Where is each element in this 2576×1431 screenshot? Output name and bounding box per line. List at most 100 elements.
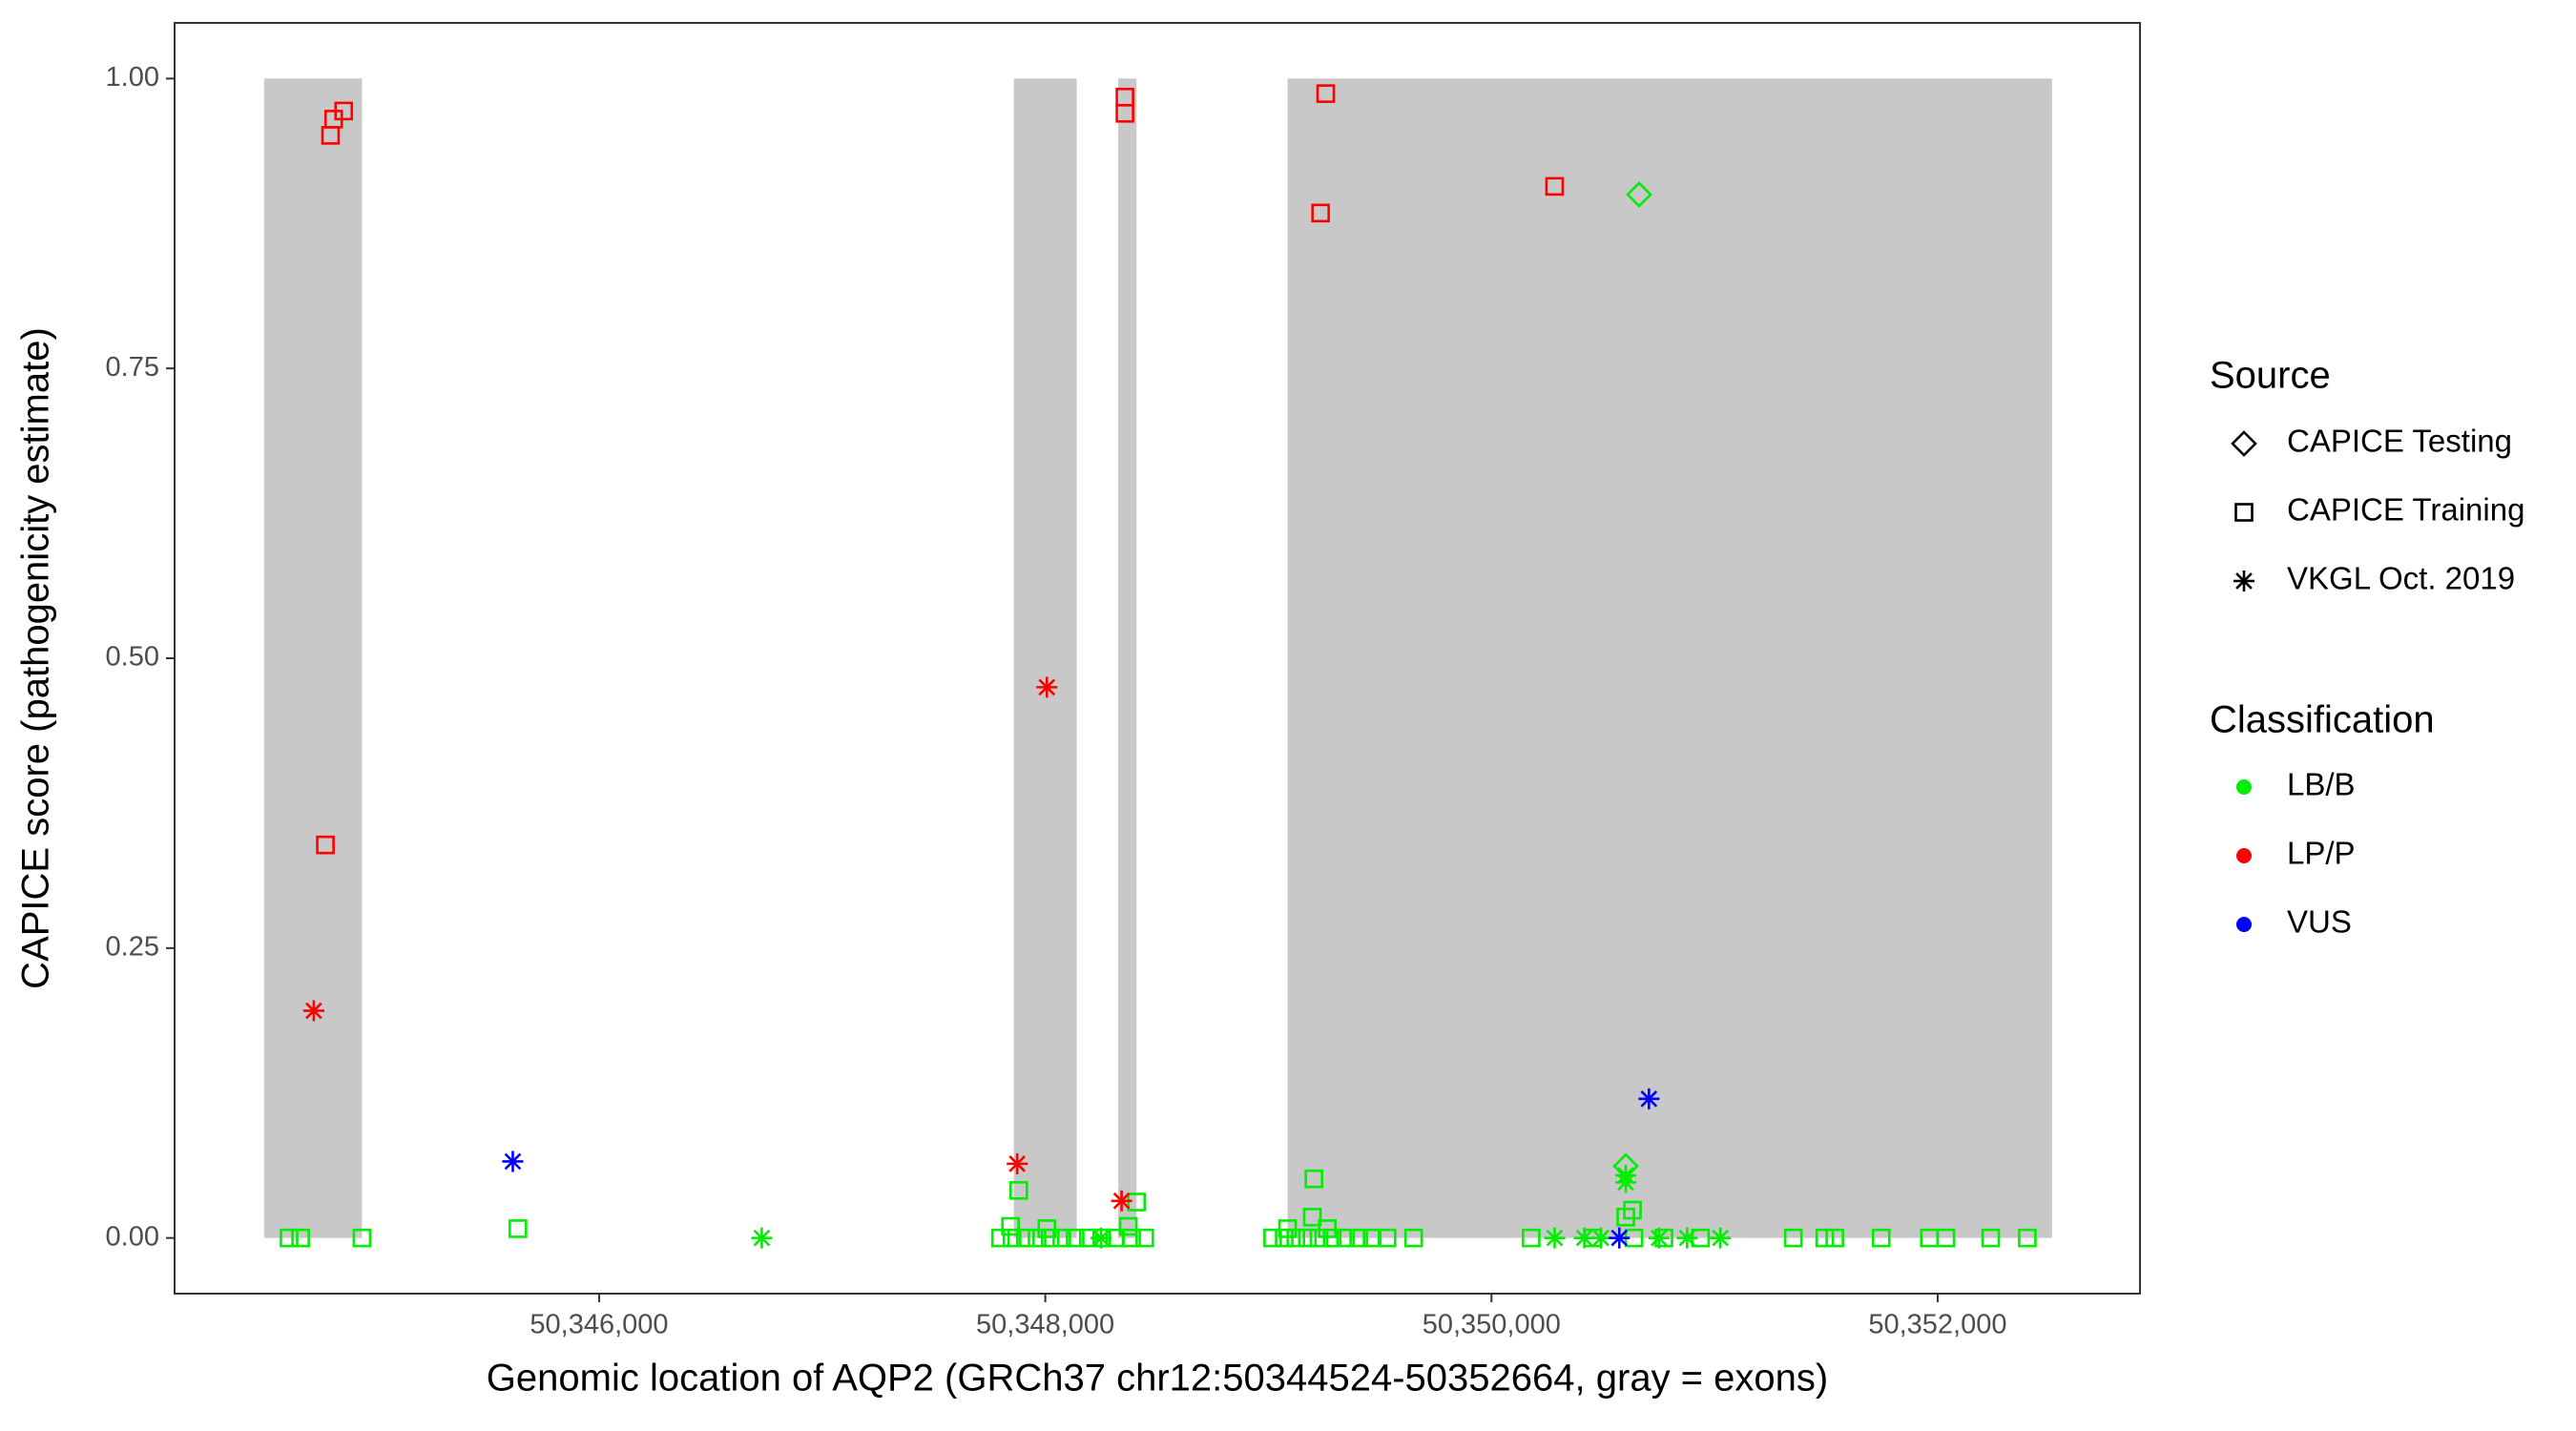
star-stroke — [1678, 1229, 1696, 1247]
point — [1626, 181, 1652, 208]
square-marker — [1122, 1228, 1141, 1248]
point — [1302, 1207, 1322, 1227]
square-marker — [1066, 1228, 1085, 1248]
x-tick-label: 50,346,000 — [530, 1310, 668, 1340]
y-tick-label: 0.00 — [106, 1221, 159, 1252]
point — [1311, 203, 1330, 223]
square-marker — [1349, 1228, 1368, 1248]
point — [1362, 1228, 1381, 1248]
square-marker — [1316, 84, 1336, 103]
y-tick-label: 0.25 — [106, 931, 159, 962]
square-marker — [1783, 1228, 1803, 1248]
legend-symbol — [2233, 570, 2254, 591]
star-stroke — [1640, 1089, 1658, 1108]
exon — [263, 78, 363, 1238]
point — [1318, 1219, 1337, 1238]
point — [1304, 1169, 1323, 1189]
star-stroke — [1546, 1229, 1564, 1247]
point — [1118, 1216, 1138, 1236]
point — [334, 101, 354, 121]
point — [1316, 84, 1336, 103]
point — [751, 1227, 773, 1249]
square-marker — [280, 1228, 299, 1248]
point — [1135, 1228, 1154, 1248]
point — [1007, 1152, 1028, 1174]
square-marker — [1522, 1228, 1541, 1248]
star-stroke — [1610, 1229, 1629, 1247]
point — [1278, 1219, 1298, 1238]
point — [1111, 1190, 1132, 1212]
exon — [1013, 78, 1077, 1238]
point — [2018, 1228, 2037, 1248]
legend-label: LP/P — [2287, 836, 2356, 871]
legend-label: LB/B — [2287, 767, 2356, 802]
point — [280, 1228, 299, 1248]
square-marker — [1825, 1228, 1844, 1248]
point — [302, 1000, 324, 1022]
point — [1815, 1228, 1835, 1248]
legend-title: Classification — [2210, 699, 2435, 741]
legend-symbol — [2236, 848, 2252, 863]
square-marker — [2018, 1228, 2037, 1248]
square-marker — [1403, 1228, 1423, 1248]
square-marker — [1815, 1228, 1835, 1248]
point — [1623, 1200, 1642, 1220]
point — [502, 1151, 524, 1172]
star-stroke — [305, 1002, 322, 1020]
star-stroke — [1092, 1229, 1110, 1247]
square-marker — [1278, 1219, 1298, 1238]
point — [1676, 1227, 1698, 1249]
point — [1710, 1227, 1732, 1249]
x-tick-label: 50,350,000 — [1423, 1310, 1561, 1340]
legend-label: VUS — [2287, 904, 2352, 940]
square-marker — [1304, 1169, 1323, 1189]
star-stroke — [1617, 1173, 1634, 1192]
point — [352, 1228, 372, 1248]
star-stroke — [1575, 1229, 1593, 1247]
point — [1871, 1228, 1891, 1248]
legend-symbol — [2236, 779, 2252, 795]
star-stroke — [1008, 1155, 1026, 1172]
point — [1349, 1228, 1368, 1248]
star-stroke — [1112, 1192, 1131, 1210]
point — [1638, 1088, 1660, 1110]
square-marker — [1981, 1228, 2001, 1248]
point — [1609, 1227, 1631, 1249]
point — [1037, 1219, 1057, 1238]
square-marker — [2234, 503, 2254, 522]
point — [990, 1228, 1010, 1248]
square-marker — [352, 1228, 372, 1248]
square-marker — [1118, 1216, 1138, 1236]
square-marker — [1002, 1228, 1022, 1248]
point — [1002, 1228, 1022, 1248]
x-tick-label: 50,348,000 — [976, 1310, 1114, 1340]
x-tick-label: 50,352,000 — [1868, 1310, 2006, 1340]
point — [1036, 676, 1058, 698]
square-marker — [1298, 1228, 1318, 1248]
point — [1066, 1228, 1085, 1248]
point — [1936, 1228, 1956, 1248]
legend-symbol — [2231, 430, 2257, 457]
legend-label: CAPICE Testing — [2287, 424, 2512, 459]
star-stroke — [1712, 1229, 1730, 1247]
square-marker — [1008, 1181, 1028, 1200]
point — [1544, 1227, 1566, 1249]
point — [509, 1219, 528, 1238]
point — [1091, 1227, 1112, 1249]
square-marker — [1001, 1216, 1020, 1236]
panel-border — [174, 22, 2141, 1295]
point — [291, 1228, 310, 1248]
point — [1001, 1216, 1020, 1236]
point — [1122, 1228, 1141, 1248]
legend-symbol — [2236, 917, 2252, 932]
point — [1336, 1228, 1356, 1248]
legend-title: Source — [2210, 355, 2331, 397]
square-marker — [509, 1219, 528, 1238]
diamond-marker — [2231, 430, 2257, 457]
star-stroke — [753, 1229, 771, 1247]
point — [1008, 1181, 1028, 1200]
legend-label: CAPICE Training — [2287, 492, 2524, 528]
square-marker — [1318, 1219, 1337, 1238]
